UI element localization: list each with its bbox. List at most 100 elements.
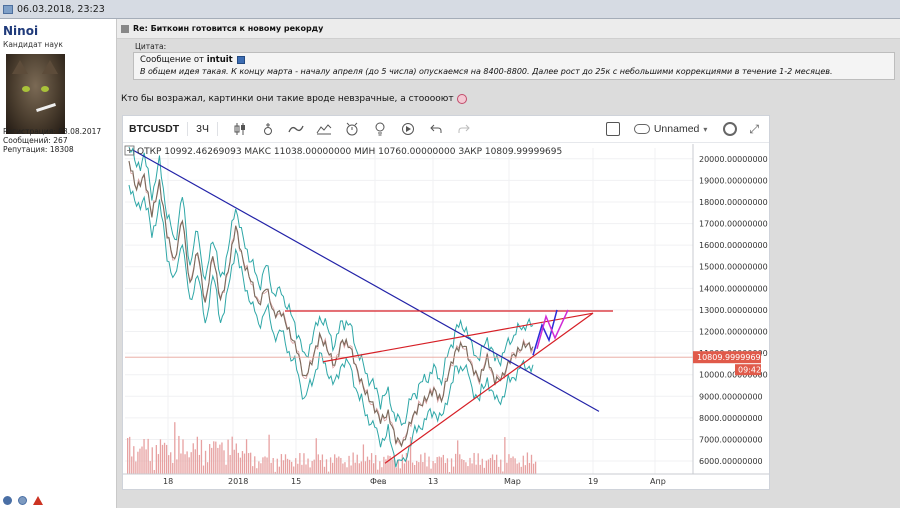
volume-bar bbox=[250, 452, 252, 474]
volume-bar bbox=[264, 456, 266, 474]
volume-bar bbox=[211, 447, 213, 474]
trend-lines bbox=[132, 149, 613, 464]
quote-box: Сообщение от intuit В общем идея такая. … bbox=[133, 52, 895, 80]
volume-bar bbox=[137, 451, 139, 474]
volume-bar bbox=[268, 434, 270, 474]
avatar[interactable] bbox=[6, 54, 65, 134]
private-message-icon[interactable] bbox=[18, 496, 27, 505]
volume-bar bbox=[143, 439, 145, 474]
candles-icon[interactable] bbox=[232, 121, 248, 137]
volume-bar bbox=[446, 458, 449, 474]
volume-bar bbox=[395, 467, 397, 474]
quote-author[interactable]: intuit bbox=[206, 55, 233, 65]
volume-bar bbox=[145, 449, 147, 474]
volume-bar bbox=[459, 454, 461, 474]
volume-bar bbox=[362, 444, 365, 474]
cloud-save-icon bbox=[633, 124, 650, 134]
chart-widget[interactable]: BTCUSDT 3Ч bbox=[122, 115, 770, 490]
indicators-icon[interactable] bbox=[288, 121, 304, 137]
bollinger-lower-line bbox=[128, 184, 534, 468]
volume-bar bbox=[411, 462, 414, 474]
volume-bar bbox=[340, 457, 342, 474]
volume-bar bbox=[157, 454, 160, 474]
post-title: Re: Биткоин готовится к новому рекорду bbox=[133, 24, 324, 33]
volume-bar bbox=[487, 459, 490, 474]
compare-icon[interactable] bbox=[260, 121, 276, 137]
y-tick-label: 14000.00000000 bbox=[699, 284, 768, 293]
username-link[interactable]: Ninoi bbox=[3, 24, 39, 38]
volume-bar bbox=[498, 466, 500, 474]
volume-bar bbox=[313, 459, 315, 474]
volume-bar bbox=[418, 462, 420, 474]
volume-bar bbox=[434, 463, 436, 474]
volume-bars bbox=[127, 422, 537, 474]
volume-bar bbox=[500, 459, 502, 474]
volume-bar bbox=[278, 466, 280, 474]
layout-menu-button[interactable]: Unnamed ▾ bbox=[633, 123, 707, 135]
volume-bar bbox=[477, 453, 479, 474]
volume-bar bbox=[352, 452, 354, 474]
ohlc-values: ОТКР 10992.46269093 МАКС 11038.00000000 … bbox=[137, 147, 562, 157]
templates-icon[interactable] bbox=[316, 121, 332, 137]
volume-bar bbox=[309, 467, 311, 474]
volume-bar bbox=[241, 451, 244, 474]
volume-bar bbox=[502, 471, 504, 474]
volume-bar bbox=[245, 439, 248, 474]
undo-icon[interactable] bbox=[428, 121, 444, 137]
volume-bar bbox=[295, 458, 297, 474]
volume-bar bbox=[489, 457, 492, 474]
volume-bar bbox=[163, 442, 166, 474]
volume-bar bbox=[510, 457, 512, 474]
volume-bar bbox=[512, 456, 514, 474]
expand-icon[interactable]: ⤢ bbox=[749, 121, 759, 136]
volume-bar bbox=[200, 439, 203, 474]
redo-icon[interactable] bbox=[456, 121, 472, 137]
volume-bar bbox=[258, 461, 260, 474]
volume-bar bbox=[364, 461, 367, 474]
reply-text-line: Кто бы возражал, картинки они такие врод… bbox=[121, 94, 467, 104]
volume-bar bbox=[155, 445, 157, 474]
volume-bar bbox=[397, 460, 399, 474]
x-tick-label: Апр bbox=[650, 477, 666, 486]
report-warning-icon[interactable] bbox=[33, 496, 43, 505]
volume-bar bbox=[366, 456, 369, 474]
lower-wedge-line bbox=[384, 312, 594, 464]
volume-bar bbox=[280, 454, 283, 474]
volume-bar bbox=[342, 463, 344, 474]
fullscreen-toggle-icon[interactable] bbox=[605, 122, 620, 136]
volume-bar bbox=[393, 457, 395, 474]
volume-bar bbox=[504, 437, 506, 474]
ideas-icon[interactable] bbox=[372, 121, 388, 137]
volume-bar bbox=[440, 457, 442, 474]
volume-bar bbox=[276, 458, 278, 474]
y-tick-label: 8000.00000000 bbox=[699, 414, 763, 423]
volume-bar bbox=[481, 458, 483, 474]
volume-bar bbox=[131, 456, 133, 474]
volume-bar bbox=[186, 451, 188, 474]
price-line bbox=[128, 160, 534, 448]
post-header: Re: Биткоин готовится к новому рекорду bbox=[117, 19, 900, 39]
volume-bar bbox=[165, 444, 168, 474]
volume-bar bbox=[141, 446, 143, 474]
volume-bar bbox=[219, 444, 221, 474]
volume-bar bbox=[202, 465, 205, 474]
volume-bar bbox=[391, 459, 393, 474]
symbol-search-button[interactable]: BTCUSDT bbox=[129, 123, 180, 135]
volume-bar bbox=[354, 462, 356, 474]
volume-bar bbox=[303, 453, 305, 474]
price-chart[interactable]: 20000.00000000 19000.00000000 18000.000000… bbox=[123, 144, 769, 489]
user-info-icon[interactable] bbox=[3, 496, 12, 505]
interval-button[interactable]: 3Ч bbox=[196, 123, 210, 135]
ohlc-legend: ОТКР 10992.46269093 МАКС 11038.00000000 … bbox=[124, 145, 562, 157]
volume-bar bbox=[465, 462, 467, 474]
upper-wedge-line bbox=[322, 312, 594, 363]
view-post-icon[interactable] bbox=[237, 55, 246, 64]
gear-icon[interactable] bbox=[723, 122, 738, 136]
alert-icon[interactable] bbox=[344, 121, 360, 137]
volume-bar bbox=[215, 441, 217, 474]
volume-bar bbox=[532, 463, 535, 474]
replay-icon[interactable] bbox=[400, 121, 416, 137]
volume-bar bbox=[399, 468, 401, 474]
volume-bar bbox=[469, 457, 471, 474]
volume-bar bbox=[375, 455, 377, 474]
